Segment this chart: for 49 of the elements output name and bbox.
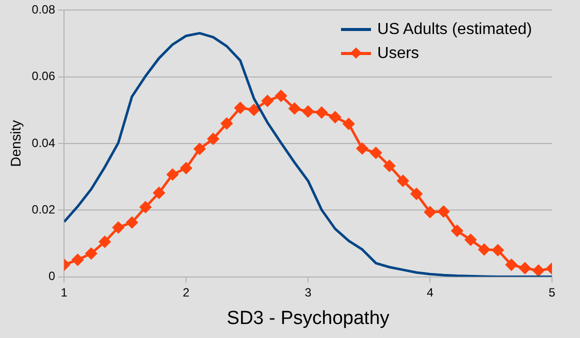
x-tick-label: 5 (548, 285, 556, 300)
point (384, 160, 396, 172)
point (99, 236, 111, 248)
point (424, 206, 436, 218)
point (220, 118, 232, 130)
x-tick-label: 2 (182, 285, 190, 300)
point (140, 201, 152, 213)
y-tick-label: 0.02 (32, 202, 56, 216)
point (492, 244, 504, 256)
y-tick-label: 0.06 (32, 69, 56, 84)
legend-label: Users (377, 44, 420, 64)
y-tick-label: 0.08 (32, 2, 56, 17)
point (329, 111, 341, 123)
point (342, 118, 354, 130)
point (397, 175, 409, 187)
point (248, 104, 260, 116)
y-tick-label: 0 (48, 269, 56, 284)
point (506, 259, 518, 271)
x-tick-label: 1 (60, 285, 68, 300)
legend-label: US Adults (estimated) (377, 20, 532, 40)
point (126, 216, 138, 228)
point (262, 95, 274, 107)
point (234, 102, 246, 114)
point (519, 262, 531, 274)
y-tick-label: 0.04 (32, 136, 56, 150)
point (370, 147, 382, 159)
point (316, 106, 328, 118)
point (194, 143, 206, 155)
x-tick-label: 3 (304, 285, 312, 300)
point (85, 248, 97, 260)
point (112, 222, 124, 234)
y-axis-title: Density (7, 120, 24, 167)
point (207, 133, 219, 145)
x-axis-title: SD3 - Psychopathy (226, 308, 390, 329)
point (410, 188, 422, 200)
point (180, 162, 192, 174)
point (532, 264, 544, 276)
point (356, 142, 368, 154)
point (166, 168, 178, 180)
point (451, 225, 463, 237)
point (438, 206, 450, 218)
point (153, 187, 165, 199)
x-tick-label: 4 (426, 285, 434, 300)
point (302, 106, 314, 118)
point (464, 234, 476, 246)
point (288, 102, 300, 114)
point (478, 244, 490, 256)
point (72, 254, 84, 266)
point (275, 90, 287, 102)
